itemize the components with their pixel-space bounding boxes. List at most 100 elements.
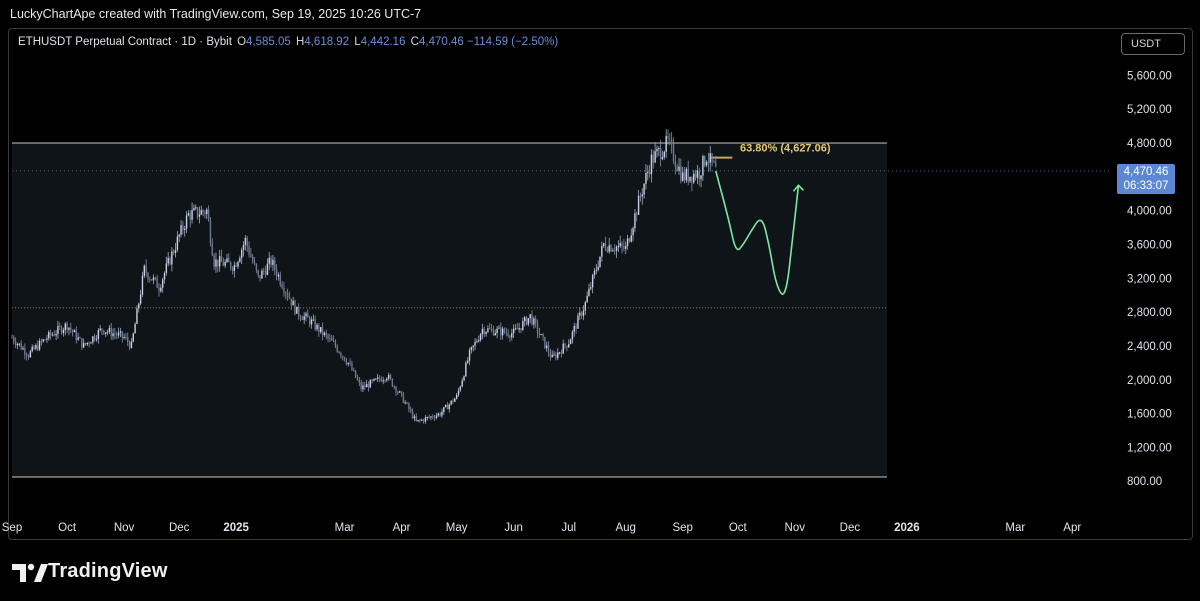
chart-pane[interactable]: [8, 28, 1193, 540]
candle-body: [40, 340, 43, 342]
candle-body: [68, 327, 70, 330]
candle-body: [11, 337, 13, 339]
candle-body: [59, 325, 61, 327]
candle-body: [367, 383, 370, 388]
candle-body: [55, 333, 57, 336]
candle-body: [180, 225, 182, 235]
candle-body: [136, 308, 138, 324]
candle-body: [184, 228, 186, 230]
candle-body: [272, 259, 274, 265]
candle-body: [51, 334, 54, 336]
x-tick-label: Apr: [393, 522, 411, 534]
x-tick-label: Jul: [561, 522, 576, 534]
candle-body: [185, 215, 188, 229]
candle-body: [439, 413, 441, 416]
candle-body: [590, 287, 592, 289]
candle-body: [154, 277, 157, 279]
candle-body: [659, 148, 662, 160]
candle-body: [255, 263, 258, 271]
candle-body: [44, 339, 46, 341]
candle-body: [637, 195, 640, 215]
candle-body: [301, 318, 304, 321]
candle-body: [143, 265, 145, 276]
candle-body: [88, 342, 90, 344]
candle-body: [647, 172, 649, 174]
y-tick-label: 4,800.00: [1127, 138, 1172, 150]
candle-body: [200, 210, 202, 215]
y-tick-label: 800.00: [1127, 476, 1162, 488]
candle-body: [150, 279, 153, 281]
candle-body: [404, 402, 406, 404]
candle-body: [669, 138, 671, 140]
candle-body: [42, 339, 44, 342]
candle-body: [503, 328, 506, 333]
candle-body: [228, 258, 230, 263]
ohlc-legend: ETHUSDT Perpetual Contract · 1D · Bybit …: [18, 36, 558, 48]
candle-body: [500, 327, 502, 336]
candle-body: [564, 343, 566, 346]
candle-body: [95, 338, 98, 340]
open-label: O: [237, 36, 247, 48]
candle-body: [634, 213, 636, 229]
candle-body: [149, 279, 151, 281]
candle-body: [698, 170, 700, 180]
candle-body: [53, 334, 55, 336]
candle-body: [334, 341, 337, 347]
last-price-tag: 4,470.46 06:33:07: [1117, 164, 1175, 194]
candle-body: [512, 329, 515, 334]
candle-body: [105, 332, 107, 334]
candle-body: [397, 392, 399, 394]
candle-body: [240, 249, 243, 259]
candle-body: [501, 328, 504, 336]
candle-body: [233, 265, 236, 271]
candle-body: [292, 300, 294, 306]
candle-body: [204, 212, 206, 214]
candle-body: [237, 261, 239, 267]
x-tick-label: Mar: [1005, 522, 1025, 534]
candle-body: [494, 333, 496, 336]
candle-body: [413, 416, 416, 419]
candle-body: [106, 331, 109, 333]
candle-body: [632, 228, 634, 236]
candle-body: [478, 340, 480, 342]
candle-body: [222, 262, 225, 266]
candle-body: [507, 332, 509, 337]
candle-body: [84, 342, 87, 345]
candle-body: [286, 293, 289, 297]
candle-body: [37, 345, 39, 350]
x-tick-label: 2026: [894, 522, 920, 534]
candle-body: [134, 323, 136, 334]
candle-body: [347, 362, 349, 364]
x-tick-label: Dec: [169, 522, 190, 534]
candle-body: [257, 270, 259, 276]
symbol-title[interactable]: ETHUSDT Perpetual Contract · 1D · Bybit: [18, 36, 232, 48]
candle-body: [296, 306, 298, 314]
candle-body: [376, 377, 379, 379]
candle-body: [299, 316, 302, 319]
candle-body: [259, 275, 261, 279]
candle-body: [79, 337, 81, 339]
candle-body: [207, 209, 210, 221]
candle-body: [22, 348, 24, 350]
candle-body: [119, 331, 122, 333]
candle-body: [239, 258, 241, 262]
candle-body: [275, 269, 278, 277]
candle-body: [514, 328, 517, 330]
candle-body: [408, 403, 410, 410]
header-credit: LuckyChartApe created with TradingView.c…: [10, 7, 422, 21]
brand-name: TradingView: [48, 560, 168, 582]
candle-body: [422, 419, 425, 422]
candle-body: [656, 148, 658, 152]
candle-body: [62, 329, 65, 333]
candle-body: [158, 287, 160, 292]
candle-body: [147, 272, 149, 280]
candle-body: [217, 259, 219, 267]
candle-body: [446, 404, 449, 410]
candle-body: [566, 345, 568, 348]
close-label: C: [410, 36, 419, 48]
candle-body: [534, 318, 537, 323]
y-tick-label: 5,600.00: [1127, 70, 1172, 82]
x-tick-label: Apr: [1063, 522, 1081, 534]
currency-button[interactable]: USDT: [1121, 33, 1185, 55]
